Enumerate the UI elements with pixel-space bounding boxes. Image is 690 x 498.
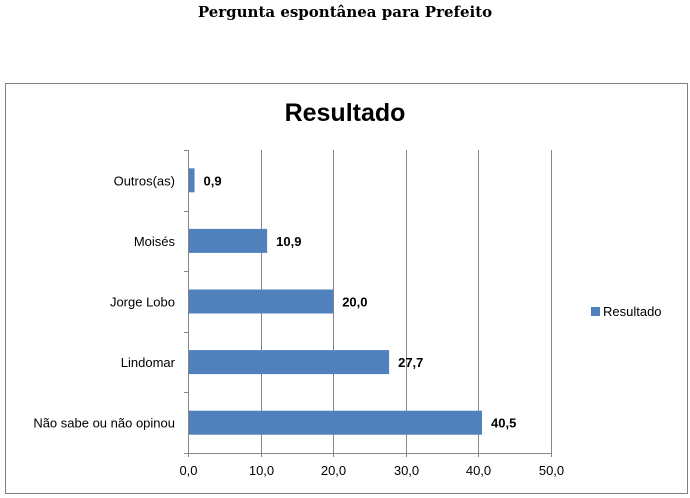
bar	[189, 410, 483, 435]
chart-title: Resultado	[285, 99, 406, 127]
data-label: 10,9	[276, 234, 301, 249]
legend-swatch	[591, 307, 600, 316]
category-label: Não sabe ou não opinou	[33, 416, 175, 431]
document-title: Pergunta espontânea para Prefeito	[198, 3, 492, 21]
bar	[189, 168, 195, 193]
data-label: 0,9	[204, 173, 222, 188]
bar	[189, 350, 390, 375]
x-tick-label: 40,0	[466, 463, 491, 478]
category-label: Moisés	[134, 234, 176, 249]
x-tick-label: 0,0	[179, 463, 197, 478]
data-label: 40,5	[491, 416, 516, 431]
category-label: Lindomar	[121, 355, 176, 370]
bar	[189, 289, 334, 314]
legend: Resultado	[591, 304, 662, 319]
x-tick-label: 50,0	[539, 463, 564, 478]
x-tick-label: 20,0	[321, 463, 346, 478]
bar	[189, 228, 268, 253]
x-tick-label: 10,0	[249, 463, 274, 478]
category-label: Outros(as)	[114, 173, 175, 188]
data-label: 20,0	[342, 295, 367, 310]
legend-label: Resultado	[603, 304, 662, 319]
x-tick-label: 30,0	[394, 463, 419, 478]
data-label: 27,7	[398, 355, 423, 370]
category-label: Jorge Lobo	[110, 295, 175, 310]
